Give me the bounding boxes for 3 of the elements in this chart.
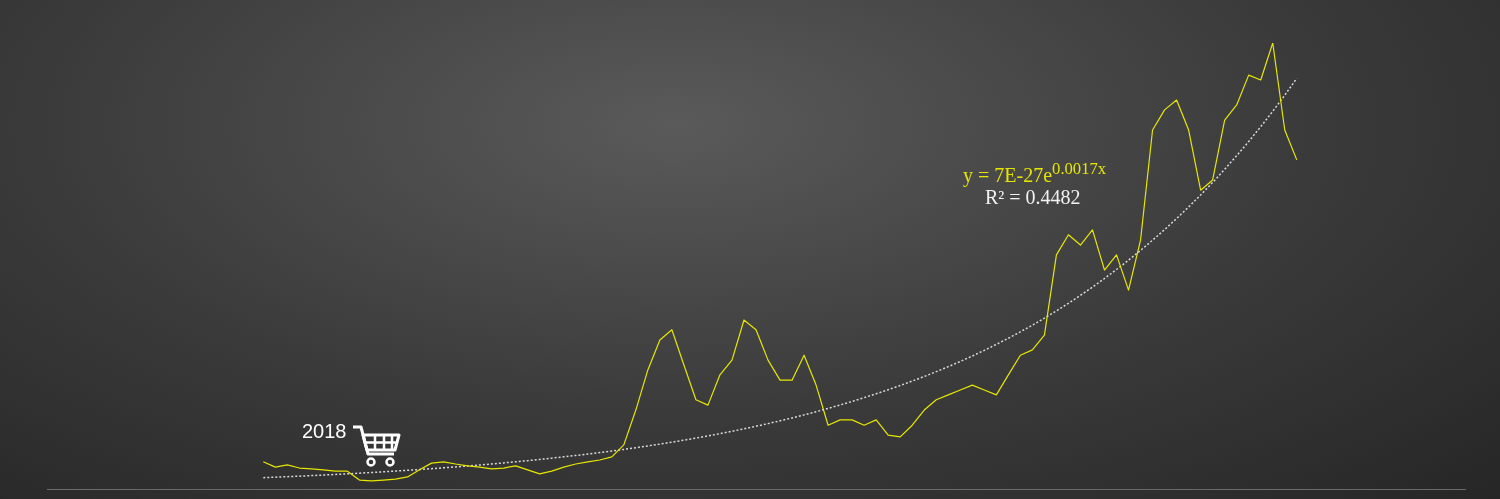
annotation: y = 7E-27e$^{0.0017x}$ bbox=[963, 159, 1107, 186]
annotation: 2018 bbox=[302, 420, 347, 442]
annotation: R² = 0.4482 bbox=[985, 186, 1081, 208]
